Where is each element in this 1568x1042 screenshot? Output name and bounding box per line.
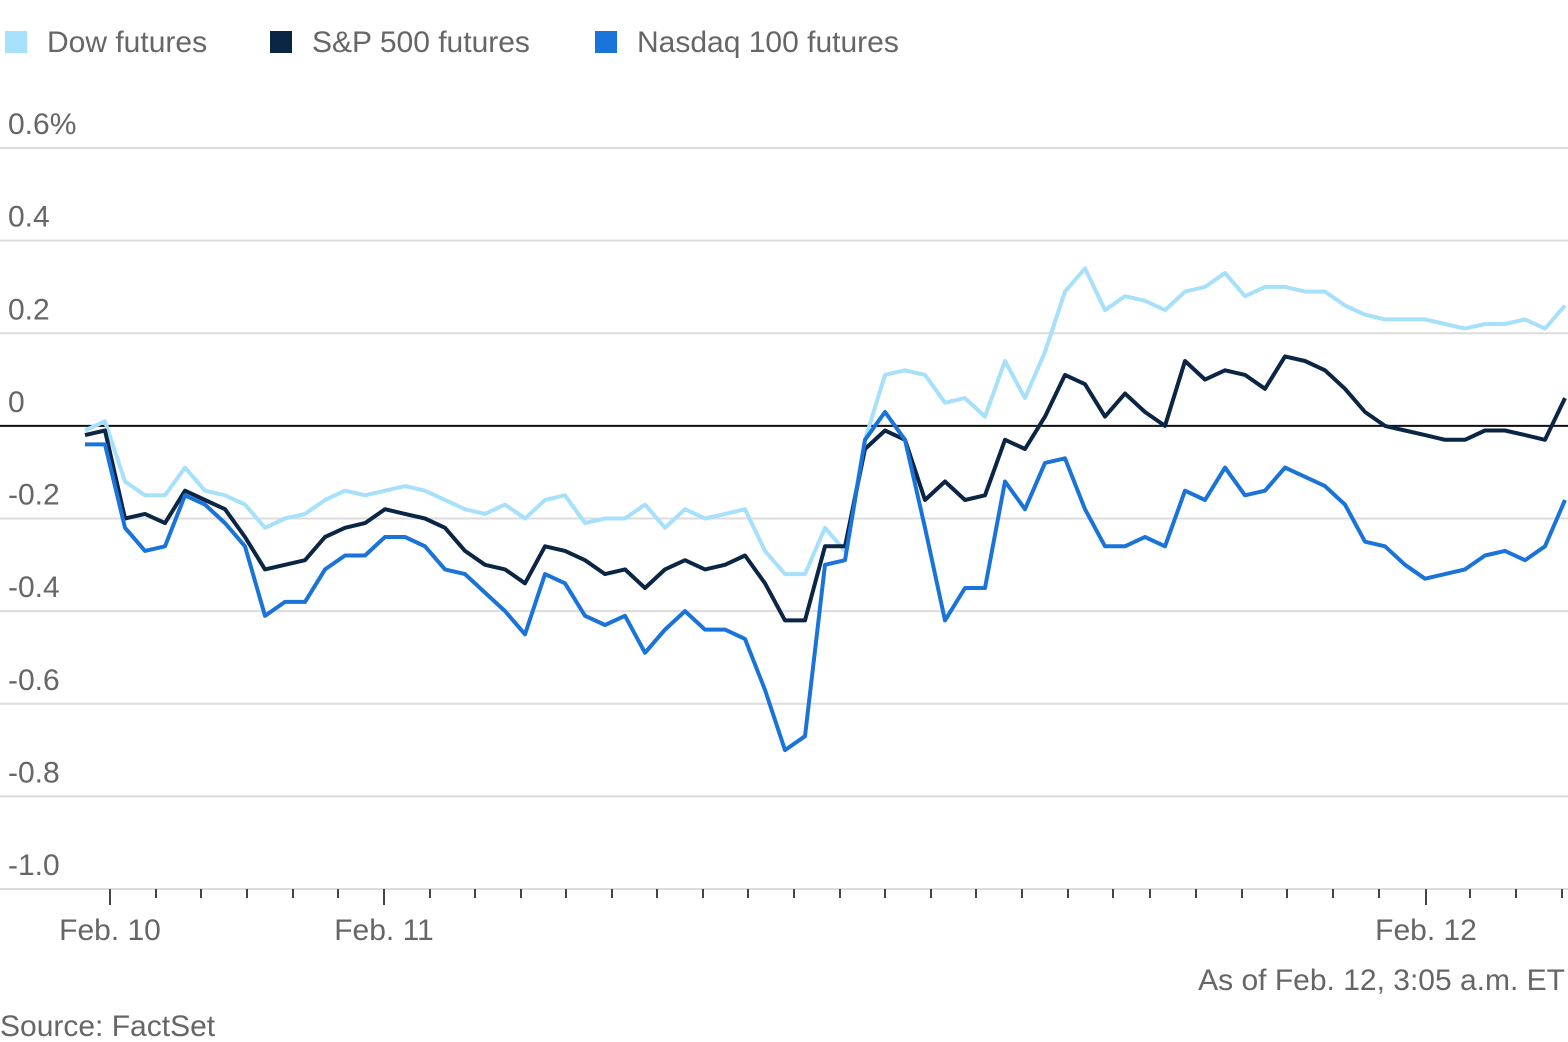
legend-label: Dow futures [47, 26, 207, 59]
legend-label: S&P 500 futures [312, 26, 530, 59]
series-line [85, 410, 1567, 753]
x-tick-label: Feb. 10 [59, 914, 161, 947]
legend-swatch [270, 31, 292, 53]
y-tick-label: -0.6 [8, 664, 60, 697]
y-tick-label: -0.2 [8, 479, 60, 512]
series-line [84, 266, 1567, 577]
legend-swatch [5, 31, 27, 53]
y-tick-label: -1.0 [8, 849, 60, 882]
legend-swatch [595, 31, 617, 53]
x-tick-label: Feb. 12 [1375, 914, 1477, 947]
legend-label: Nasdaq 100 futures [637, 26, 899, 59]
y-tick-label: -0.8 [8, 756, 60, 789]
y-tick-label: 0.4 [8, 201, 50, 234]
series-line [84, 354, 1567, 623]
y-tick-label: 0.6% [8, 108, 76, 141]
x-tick-label: Feb. 11 [334, 914, 434, 947]
note: As of Feb. 12, 3:05 a.m. ET [1198, 964, 1565, 997]
y-tick-label: 0.2 [8, 293, 50, 326]
y-tick-label: 0 [8, 386, 25, 419]
y-tick-label: -0.4 [8, 571, 60, 604]
source: Source: FactSet [0, 1010, 216, 1042]
